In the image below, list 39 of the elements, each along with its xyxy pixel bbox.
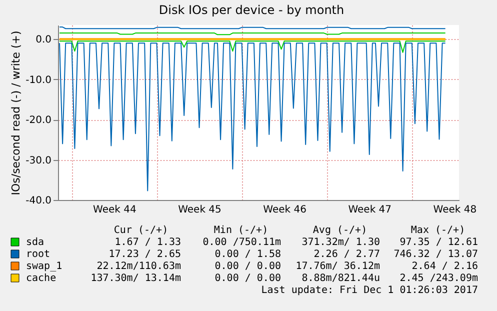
text: Avg (-/+)	[312, 225, 368, 236]
text: Last update: Fri Dec 1 01:26:03 2017	[261, 285, 478, 296]
text: 8.88m/821.44u	[302, 273, 380, 284]
y-tick-label: -20.0	[26, 115, 52, 126]
y-tick-label: -40.0	[26, 196, 52, 206]
legend-label: swap_1	[26, 261, 62, 272]
text: 17.76m/ 36.12m	[296, 261, 380, 272]
text: 0.00 / 0.00	[214, 273, 281, 284]
x-tick-label: Week 46	[263, 204, 306, 216]
y-tick-label: 0.0	[36, 34, 52, 46]
x-tick-label: Week 47	[348, 204, 392, 216]
y-tick-label: -10.0	[26, 74, 52, 86]
legend-label: sda	[26, 237, 44, 248]
text: 0.00 / 0.00	[214, 261, 281, 272]
text: 137.30m/ 13.14m	[90, 273, 181, 284]
text: 0.00 /750.11m	[202, 237, 281, 248]
x-tick-label: Week 48	[433, 204, 477, 216]
text: 1.67 / 1.33	[114, 237, 181, 248]
text: Max (-/+)	[410, 225, 466, 236]
text: 2.64 / 2.16	[412, 261, 478, 272]
legend-label: root	[26, 249, 50, 260]
line-series	[59, 40, 446, 53]
x-tick-label: Week 45	[178, 204, 222, 216]
x-tick-label: Week 44	[93, 204, 136, 216]
text: 2.26 / 2.77	[314, 249, 380, 260]
text: 746.32 / 13.07	[394, 249, 478, 260]
y-tick-label: -30.0	[26, 155, 52, 166]
text: 17.23 / 2.65	[108, 249, 181, 260]
line-series	[59, 42, 446, 192]
text: 0.00 / 1.58	[214, 249, 281, 260]
text: Min (-/+)	[214, 225, 268, 236]
text: 2.45 /243.09m	[400, 273, 478, 284]
legend-label: cache	[26, 273, 56, 284]
y-axis-title: IOs/second read (-) / write (+)	[10, 30, 23, 196]
text: 97.35 / 12.61	[400, 237, 478, 248]
chart-title: Disk IOs per device - by month	[158, 3, 344, 17]
text: Cur (-/+)	[114, 225, 168, 236]
text: 22.12m/110.63m	[96, 261, 181, 272]
text: 371.32m/ 1.30	[302, 237, 380, 248]
